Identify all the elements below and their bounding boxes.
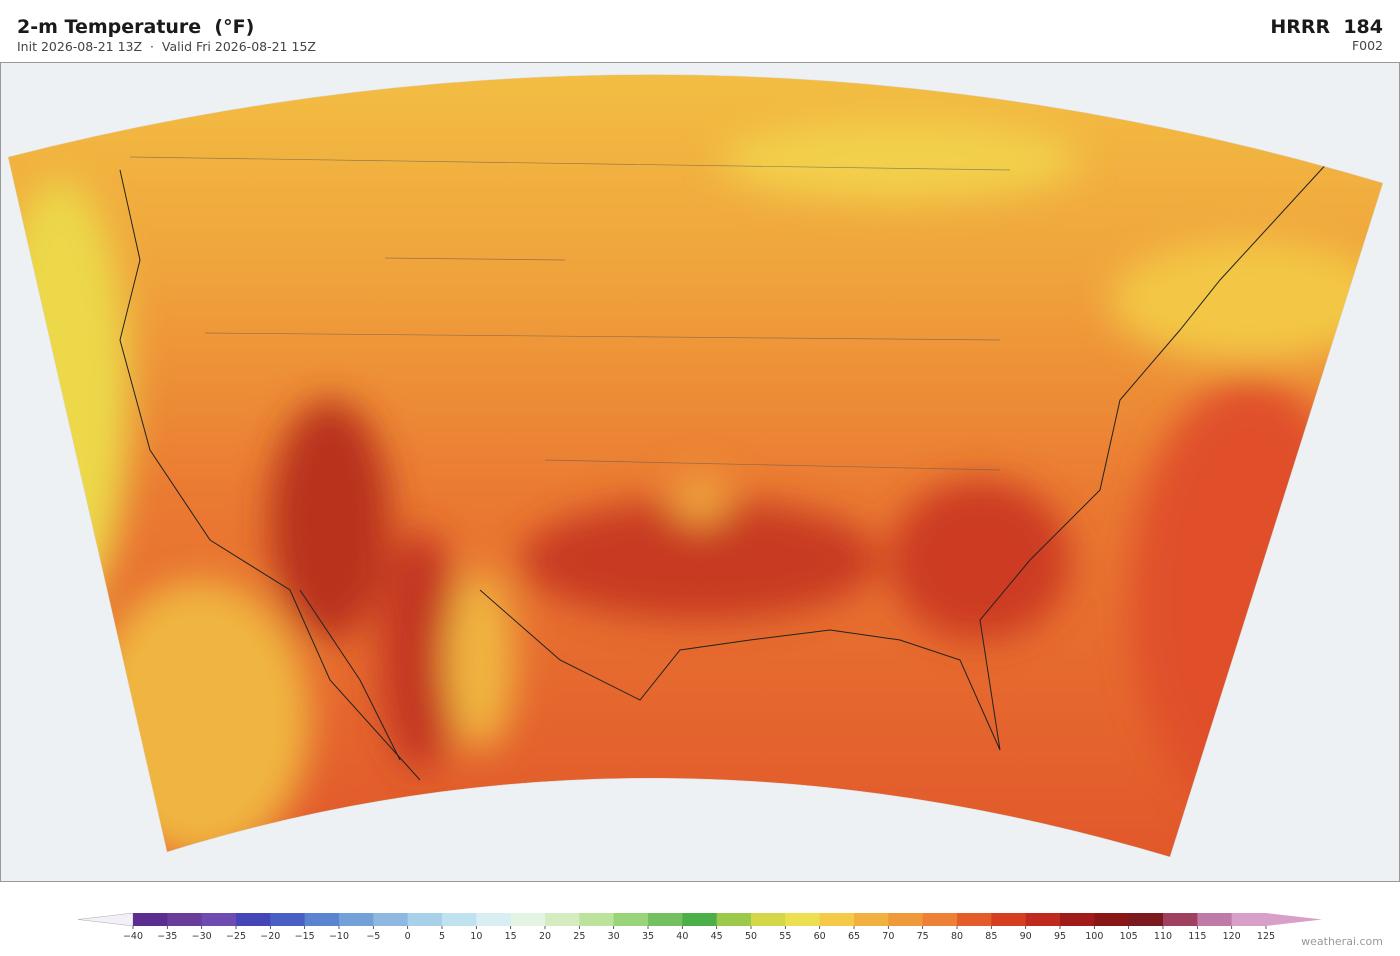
colorbar-tick-label: −15: [295, 931, 315, 942]
colorbar-bin: [270, 913, 306, 926]
colorbar-tick-label: 85: [985, 931, 997, 942]
colorbar-bin: [1128, 913, 1164, 926]
colorbar-bin: [751, 913, 786, 926]
colorbar-over: [1266, 913, 1322, 926]
colorbar-bin: [957, 913, 992, 926]
colorbar-bin: [716, 913, 752, 926]
colorbar-bin: [236, 913, 271, 926]
colorbar-tick-label: 45: [711, 931, 723, 942]
colorbar-bin: [442, 913, 477, 926]
colorbar-tick-label: −10: [329, 931, 349, 942]
colorbar-under: [77, 912, 134, 927]
colorbar-bin: [1163, 913, 1198, 926]
colorbar-tick-label: 25: [573, 931, 585, 942]
forecast-hour: F002: [1351, 38, 1383, 53]
colorbar-bin: [579, 913, 615, 926]
colorbar-tick-label: −40: [123, 931, 143, 942]
colorbar-bin: [304, 913, 340, 926]
colorbar-tick-label: −30: [192, 931, 212, 942]
colorbar-bin: [1025, 913, 1061, 926]
watermark: weatherai.com: [1301, 935, 1383, 948]
colorbar-bin: [613, 913, 649, 926]
colorbar-bin: [648, 913, 683, 926]
colorbar-bin: [339, 913, 374, 926]
colorbar-tick-label: 55: [779, 931, 791, 942]
colorbar-bin: [510, 913, 546, 926]
colorbar-tick-label: 115: [1188, 931, 1206, 942]
subtitle: Init 2026-08-21 13Z · Valid Fri 2026-08-…: [17, 39, 316, 54]
colorbar-tick-label: 90: [1020, 931, 1032, 942]
colorbar-bin: [682, 913, 718, 926]
colorbar: −40 −35 −30 −25 −20 −15 −10 −5 0 5 10 15 20 25 30 35 40 4…: [77, 912, 1322, 942]
colorbar-tick-label: 10: [470, 931, 482, 942]
colorbar-tick-label: 5: [439, 931, 445, 942]
colorbar-tick-label: 120: [1223, 931, 1241, 942]
colorbar-tick-label: 65: [848, 931, 860, 942]
model-label: HRRR 184: [1270, 16, 1383, 38]
colorbar-tick-label: 80: [951, 931, 963, 942]
colorbar-tick-label: 20: [539, 931, 551, 942]
colorbar-bin: [1094, 913, 1130, 926]
colorbar-tick-label: −25: [226, 931, 246, 942]
colorbar-tick-label: −35: [157, 931, 177, 942]
colorbar-bin: [167, 913, 203, 926]
colorbar-tick-label: 30: [608, 931, 620, 942]
colorbar-bin: [1197, 913, 1233, 926]
colorbar-tick-label: 75: [917, 931, 929, 942]
colorbar-bin: [785, 913, 821, 926]
colorbar-bin: [373, 913, 409, 926]
colorbar-bin: [922, 913, 958, 926]
colorbar-bin: [476, 913, 512, 926]
colorbar-tick-label: 105: [1120, 931, 1138, 942]
colorbar-tick-label: 125: [1257, 931, 1275, 942]
colorbar-bin: [1231, 913, 1267, 926]
colorbar-tick-label: −5: [366, 931, 380, 942]
colorbar-tick-label: 15: [505, 931, 517, 942]
colorbar-bin: [133, 913, 168, 926]
colorbar-tick-label: 50: [745, 931, 757, 942]
colorbar-tick-label: 0: [405, 931, 411, 942]
colorbar-bin: [991, 913, 1027, 926]
colorbar-tick-label: 35: [642, 931, 654, 942]
colorbar-tick-label: 40: [676, 931, 688, 942]
colorbar-tick-label: 95: [1054, 931, 1066, 942]
colorbar-bin: [888, 913, 924, 926]
colorbar-tick-label: 70: [882, 931, 894, 942]
colorbar-tick-label: 100: [1085, 931, 1103, 942]
colorbar-bin: [201, 913, 237, 926]
colorbar-bin: [545, 913, 580, 926]
colorbar-tick-label: 60: [814, 931, 826, 942]
colorbar-bin: [854, 913, 889, 926]
temperature-field: [8, 74, 1383, 857]
colorbar-bin: [819, 913, 855, 926]
colorbar-tick-label: 110: [1154, 931, 1172, 942]
title: 2-m Temperature (°F): [17, 16, 255, 38]
colorbar-bin: [407, 913, 443, 926]
colorbar-tick-label: −20: [260, 931, 280, 942]
colorbar-bin: [1060, 913, 1095, 926]
